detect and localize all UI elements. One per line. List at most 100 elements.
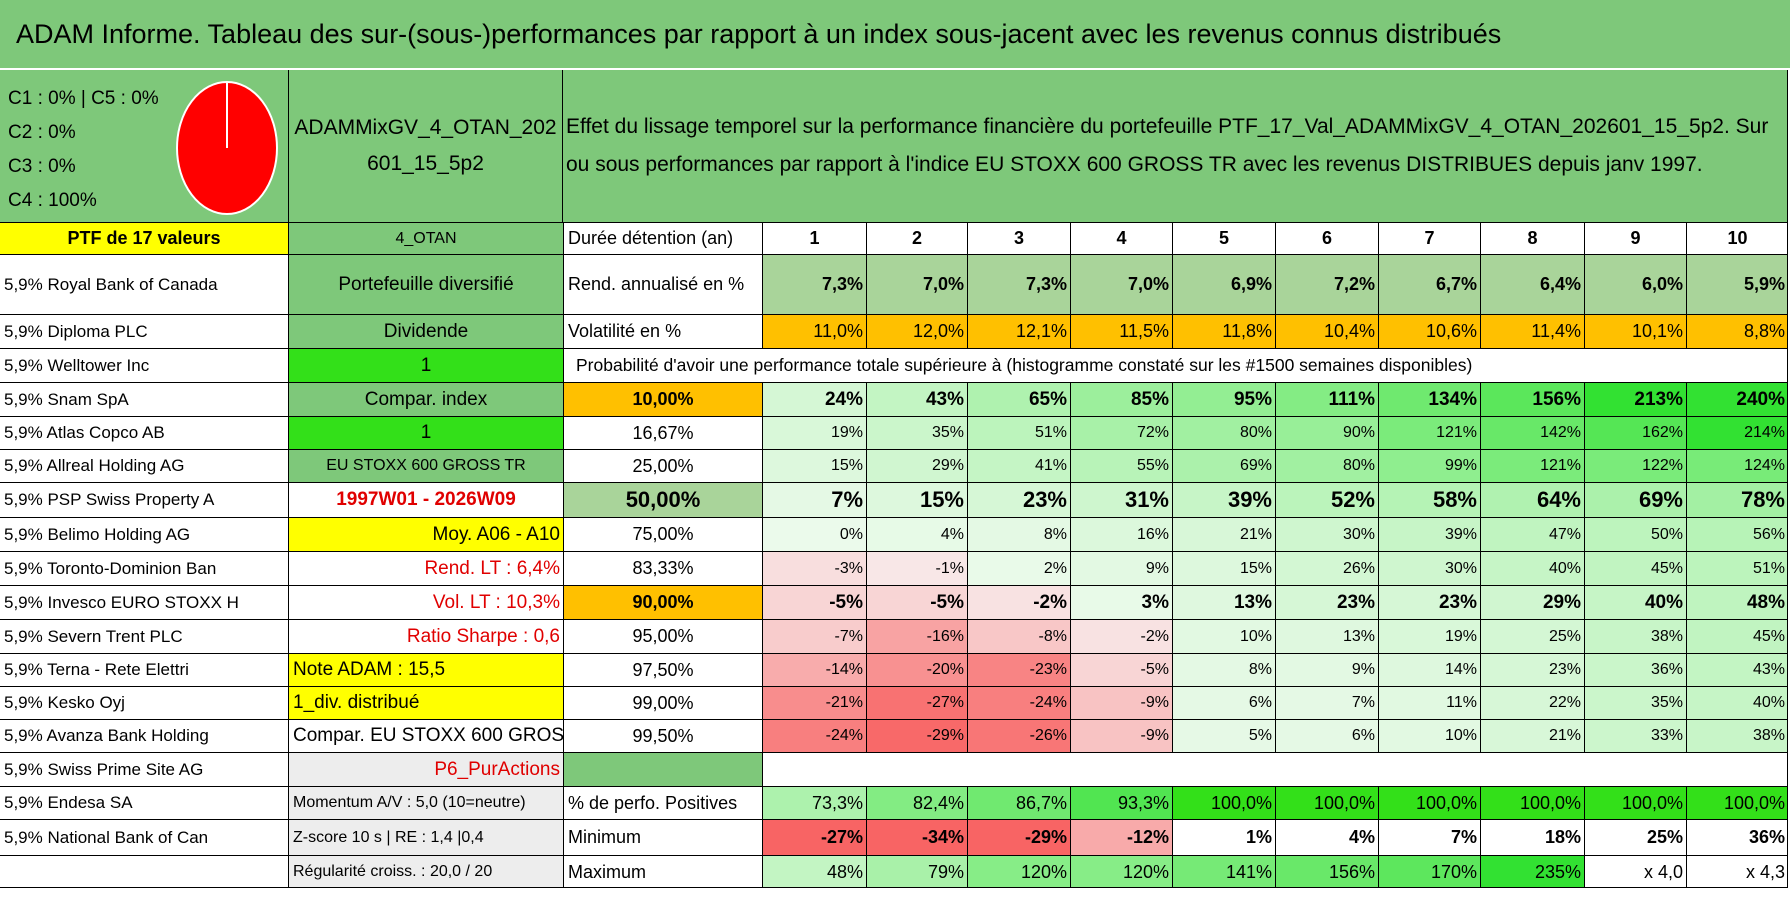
- holding-row: 5,9% Severn Trent PLC: [0, 619, 288, 653]
- stat-cell: 7%: [1378, 819, 1480, 855]
- info-cell: Compar. index: [288, 382, 563, 416]
- volatility-cell: 11,4%: [1480, 314, 1584, 348]
- stat-cell: 156%: [1275, 855, 1378, 888]
- probability-cell: 121%: [1378, 416, 1480, 449]
- probability-cell: 48%: [1686, 585, 1788, 619]
- probability-cell: 36%: [1584, 653, 1686, 686]
- stat-cell: 36%: [1686, 819, 1788, 855]
- probability-cell: 14%: [1378, 653, 1480, 686]
- probability-cell: 122%: [1584, 449, 1686, 482]
- probability-cell: 45%: [1686, 619, 1788, 653]
- probability-cell: -3%: [762, 551, 866, 585]
- stat-label: Minimum: [563, 819, 762, 855]
- volatility-cell: 11,0%: [762, 314, 866, 348]
- probability-cell: 142%: [1480, 416, 1584, 449]
- probability-cell: 95%: [1172, 382, 1275, 416]
- stat-cell: 1%: [1172, 819, 1275, 855]
- year-header: 10: [1686, 222, 1788, 254]
- stat-cell: x 4,0: [1584, 855, 1686, 888]
- probability-cell: 0%: [762, 517, 866, 551]
- probability-cell: 50%: [1584, 517, 1686, 551]
- probability-cell: 156%: [1480, 382, 1584, 416]
- year-header: 5: [1172, 222, 1275, 254]
- probability-cell: -5%: [866, 585, 967, 619]
- probability-cell: 99%: [1378, 449, 1480, 482]
- info-cell: P6_PurActions: [288, 752, 563, 786]
- probability-cell: 121%: [1480, 449, 1584, 482]
- stat-cell: 48%: [762, 855, 866, 888]
- probability-cell: 2%: [967, 551, 1070, 585]
- probability-cell: -14%: [762, 653, 866, 686]
- duration-label: Durée détention (an): [563, 222, 762, 254]
- probability-cell: -7%: [762, 619, 866, 653]
- probability-cell: 41%: [967, 449, 1070, 482]
- probability-cell: -16%: [866, 619, 967, 653]
- probability-cell: 40%: [1480, 551, 1584, 585]
- info-cell: Z-score 10 s | RE : 1,4 |0,4: [288, 819, 563, 855]
- stat-cell: 100,0%: [1480, 786, 1584, 819]
- year-header: 3: [967, 222, 1070, 254]
- holding-row: 5,9% Endesa SA: [0, 786, 288, 819]
- stat-cell: 86,7%: [967, 786, 1070, 819]
- probability-cell: 13%: [1275, 619, 1378, 653]
- probability-cell: 213%: [1584, 382, 1686, 416]
- return-cell: 7,2%: [1275, 254, 1378, 314]
- stat-cell: 82,4%: [866, 786, 967, 819]
- probability-cell: 72%: [1070, 416, 1172, 449]
- volatility-cell: 11,8%: [1172, 314, 1275, 348]
- probability-cell: 134%: [1378, 382, 1480, 416]
- probability-cell: -24%: [967, 686, 1070, 719]
- probability-cell: 24%: [762, 382, 866, 416]
- stat-cell: -27%: [762, 819, 866, 855]
- info-cell: 1_div. distribué: [288, 686, 563, 719]
- probability-cell: 15%: [866, 482, 967, 517]
- year-header: 9: [1584, 222, 1686, 254]
- probability-cell: 35%: [1584, 686, 1686, 719]
- probability-cell: 3%: [1070, 585, 1172, 619]
- probability-threshold: 83,33%: [563, 551, 762, 585]
- probability-cell: 23%: [1378, 585, 1480, 619]
- stat-cell: 120%: [967, 855, 1070, 888]
- return-cell: 7,3%: [967, 254, 1070, 314]
- probability-cell: 8%: [967, 517, 1070, 551]
- return-cell: 6,9%: [1172, 254, 1275, 314]
- info-cell: Note ADAM : 15,5: [288, 653, 563, 686]
- probability-cell: 78%: [1686, 482, 1788, 517]
- probability-cell: 240%: [1686, 382, 1788, 416]
- probability-cell: 214%: [1686, 416, 1788, 449]
- return-cell: 5,9%: [1686, 254, 1788, 314]
- category-label: C1 : 0% | C5 : 0%: [8, 88, 159, 109]
- probability-cell: -5%: [762, 585, 866, 619]
- probability-cell: 9%: [1275, 653, 1378, 686]
- probability-cell: -8%: [967, 619, 1070, 653]
- stat-cell: 141%: [1172, 855, 1275, 888]
- return-cell: 6,7%: [1378, 254, 1480, 314]
- info-cell: Moy. A06 - A10: [288, 517, 563, 551]
- stat-cell: 100,0%: [1686, 786, 1788, 819]
- probability-cell: 69%: [1172, 449, 1275, 482]
- probability-label: Probabilité d'avoir une performance tota…: [563, 348, 1788, 382]
- holding-row: 5,9% Snam SpA: [0, 382, 288, 416]
- ptf-label: PTF de 17 valeurs: [0, 222, 288, 254]
- year-header: 1: [762, 222, 866, 254]
- probability-cell: 21%: [1480, 719, 1584, 752]
- category-label: C2 : 0%: [8, 122, 76, 143]
- probability-threshold: 90,00%: [563, 585, 762, 619]
- holding-row: 5,9% Avanza Bank Holding: [0, 719, 288, 752]
- stat-cell: 100,0%: [1378, 786, 1480, 819]
- stat-cell: 79%: [866, 855, 967, 888]
- portfolio-name: ADAMMixGV_4_OTAN_202601_15_5p2: [288, 70, 563, 222]
- stat-label: Maximum: [563, 855, 762, 888]
- info-cell: Momentum A/V : 5,0 (10=neutre): [288, 786, 563, 819]
- probability-cell: -2%: [967, 585, 1070, 619]
- probability-cell: 90%: [1275, 416, 1378, 449]
- info-cell: Régularité croiss. : 20,0 / 20: [288, 855, 563, 888]
- probability-cell: 15%: [762, 449, 866, 482]
- probability-threshold: 75,00%: [563, 517, 762, 551]
- holding-row: 5,9% PSP Swiss Property A: [0, 482, 288, 517]
- stat-cell: 18%: [1480, 819, 1584, 855]
- probability-cell: 16%: [1070, 517, 1172, 551]
- probability-cell: 111%: [1275, 382, 1378, 416]
- return-cell: 6,4%: [1480, 254, 1584, 314]
